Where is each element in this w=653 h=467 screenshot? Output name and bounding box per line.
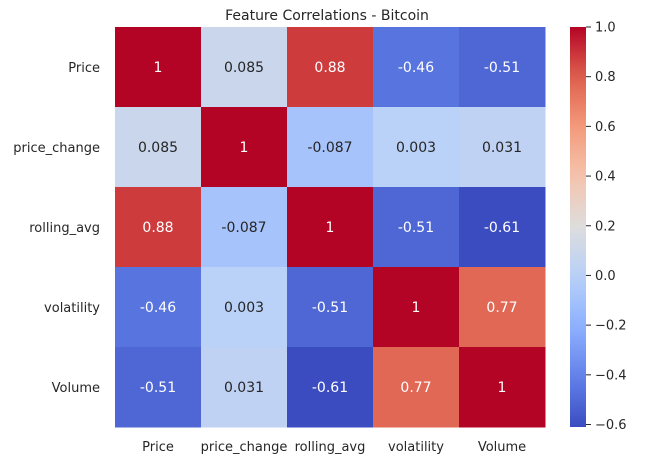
row-label: volatility xyxy=(44,301,100,316)
heatmap-cell xyxy=(201,107,288,188)
colorbar-tick-label: 1.0 xyxy=(595,21,616,36)
cell-value-label: 0.88 xyxy=(142,220,173,236)
cell-value-label: 0.77 xyxy=(486,300,517,316)
heatmap-cell xyxy=(459,27,546,108)
heatmap-cell xyxy=(373,27,460,108)
heatmap-cell xyxy=(115,107,202,188)
column-label: price_change xyxy=(201,440,288,455)
column-label: rolling_avg xyxy=(295,440,366,455)
cell-value-label: 0.003 xyxy=(396,140,436,156)
cell-value-label: -0.087 xyxy=(307,140,352,156)
cell-value-label: -0.61 xyxy=(312,380,348,396)
row-label: price_change xyxy=(13,141,100,156)
cell-value-label: 1 xyxy=(412,300,421,316)
colorbar-tick-label: 0.4 xyxy=(595,170,616,185)
heatmap-cell xyxy=(287,187,374,268)
column-labels: Price price_change rolling_avg volatility Vo… xyxy=(142,440,526,455)
row-labels: Price price_change rolling_avg volatility Vo… xyxy=(13,61,100,396)
heatmap-cells: 1 0.085 0.88 -0.46 -0.51 0.085 1 -0.087 0.003 0.0… xyxy=(115,27,546,428)
heatmap-cell xyxy=(373,347,460,428)
heatmap-cell xyxy=(287,27,374,108)
heatmap-cell xyxy=(201,187,288,268)
heatmap-cell xyxy=(287,107,374,188)
cell-value-label: 0.031 xyxy=(224,380,264,396)
column-label: Price xyxy=(142,440,174,455)
heatmap-cell xyxy=(459,347,546,428)
column-label: Volume xyxy=(478,440,526,455)
cell-value-label: 1 xyxy=(498,380,507,396)
colorbar-tick-label: 0.6 xyxy=(595,120,616,135)
cell-value-label: -0.087 xyxy=(221,220,266,236)
row-label: rolling_avg xyxy=(29,221,100,236)
colorbar-tick-label: 0.2 xyxy=(595,219,616,234)
heatmap-cell xyxy=(459,187,546,268)
heatmap-cell xyxy=(459,107,546,188)
cell-value-label: -0.51 xyxy=(484,60,520,76)
colorbar xyxy=(570,27,586,427)
cell-value-label: 0.085 xyxy=(224,60,264,76)
cell-value-label: -0.46 xyxy=(140,300,176,316)
colorbar-tick-label: −0.6 xyxy=(595,418,627,433)
heatmap-cell xyxy=(201,347,288,428)
heatmap-cell xyxy=(201,27,288,108)
row-label: Volume xyxy=(52,381,100,396)
heatmap-cell xyxy=(115,187,202,268)
heatmap-cell xyxy=(115,267,202,348)
colorbar-tick-label: −0.2 xyxy=(595,319,627,334)
cell-value-label: 0.031 xyxy=(482,140,522,156)
cell-value-label: -0.51 xyxy=(140,380,176,396)
heatmap-cell xyxy=(201,267,288,348)
colorbar-ticks: 1.0 0.8 0.6 0.4 0.2 0.0 −0.2 −0.4 −0.6 xyxy=(586,21,627,433)
cell-value-label: 0.085 xyxy=(138,140,178,156)
heatmap-cell xyxy=(115,27,202,108)
cell-value-label: -0.46 xyxy=(398,60,434,76)
cell-value-label: 0.003 xyxy=(224,300,264,316)
column-label: volatility xyxy=(388,440,444,455)
cell-value-label: 1 xyxy=(154,60,163,76)
heatmap-cell xyxy=(115,347,202,428)
row-label: Price xyxy=(68,61,100,76)
heatmap-cell xyxy=(373,107,460,188)
heatmap-cell xyxy=(373,187,460,268)
cell-value-label: -0.61 xyxy=(484,220,520,236)
cell-value-label: 0.77 xyxy=(400,380,431,396)
heatmap-cell xyxy=(459,267,546,348)
cell-value-label: 1 xyxy=(240,140,249,156)
chart-title: Feature Correlations - Bitcoin xyxy=(225,8,429,24)
cell-value-label: -0.51 xyxy=(398,220,434,236)
cell-value-label: -0.51 xyxy=(312,300,348,316)
heatmap-cell xyxy=(373,267,460,348)
cell-value-label: 0.88 xyxy=(314,60,345,76)
colorbar-tick-label: −0.4 xyxy=(595,368,627,383)
cell-value-label: 1 xyxy=(326,220,335,236)
colorbar-tick-label: 0.8 xyxy=(595,70,616,85)
heatmap-cell xyxy=(287,267,374,348)
heatmap-cell xyxy=(287,347,374,428)
colorbar-tick-label: 0.0 xyxy=(595,269,616,284)
